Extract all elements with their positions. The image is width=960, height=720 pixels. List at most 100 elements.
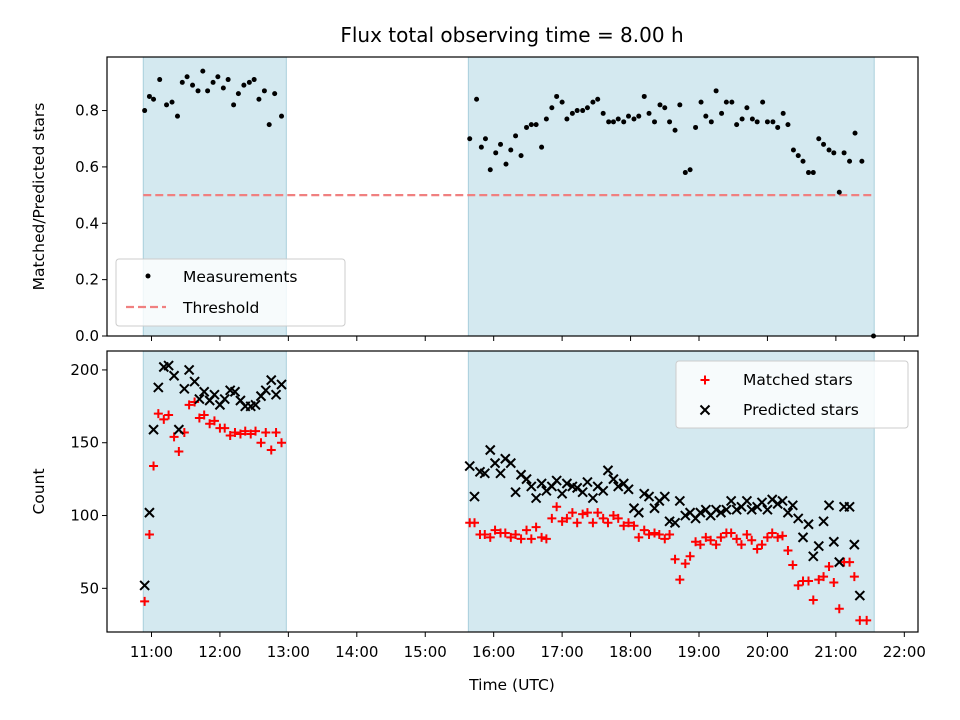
measurements-point bbox=[528, 122, 534, 128]
count-points bbox=[139, 360, 872, 625]
matched-stars-point bbox=[685, 551, 695, 561]
measurements-point bbox=[231, 102, 237, 108]
predicted-stars-point bbox=[530, 492, 542, 504]
predicted-stars-point bbox=[680, 510, 691, 521]
predicted-stars-point bbox=[828, 536, 840, 547]
measurements-point bbox=[780, 110, 786, 116]
predicted-stars-point bbox=[510, 487, 521, 498]
measurements-point bbox=[672, 127, 678, 133]
ratio-y-axis: 0.0 0.2 0.4 0.6 0.8 bbox=[75, 102, 107, 345]
measurements-point bbox=[261, 88, 267, 94]
measurements-point bbox=[667, 119, 673, 125]
matched-stars-point bbox=[541, 534, 551, 544]
measurements-point bbox=[518, 153, 524, 159]
predicted-stars-point bbox=[485, 444, 496, 456]
measurements-point bbox=[205, 88, 211, 94]
measurements-point bbox=[493, 150, 499, 156]
measurement-points bbox=[142, 68, 877, 339]
measurements-point bbox=[621, 119, 627, 125]
matched-stars-point bbox=[747, 535, 757, 545]
matched-stars-point bbox=[711, 540, 721, 550]
measurements-point bbox=[543, 116, 549, 122]
matched-stars-point bbox=[588, 518, 598, 528]
x-tick-label: 21:00 bbox=[814, 643, 857, 661]
measurements-point bbox=[482, 136, 488, 142]
measurements-point bbox=[564, 116, 570, 122]
predicted-stars-point bbox=[803, 519, 814, 530]
matched-stars-point bbox=[716, 532, 726, 542]
measurements-point bbox=[524, 124, 530, 130]
measurements-point bbox=[554, 93, 560, 99]
predicted-stars-point bbox=[813, 540, 824, 552]
measurements-point bbox=[174, 113, 180, 119]
measurements-point bbox=[179, 79, 185, 85]
measurements-point bbox=[590, 99, 596, 105]
predicted-stars-point bbox=[818, 516, 829, 527]
measurements-point bbox=[195, 88, 201, 94]
predicted-stars-point bbox=[270, 389, 282, 400]
measurements-point bbox=[631, 116, 637, 122]
matched-stars-point bbox=[506, 532, 516, 542]
x-tick-label: 12:00 bbox=[198, 643, 241, 661]
measurements-point bbox=[826, 147, 832, 153]
predicted-stars-point bbox=[639, 488, 650, 499]
measurements-point bbox=[235, 91, 241, 97]
matched-stars-point bbox=[205, 419, 215, 429]
matched-stars-point bbox=[194, 413, 204, 423]
measurements-point bbox=[190, 82, 196, 88]
count-y-axis: 50 100 150 200 bbox=[70, 361, 107, 597]
predicted-stars-point bbox=[772, 498, 783, 510]
measurements-point bbox=[584, 105, 590, 111]
matched-stars-point bbox=[485, 532, 495, 542]
matched-stars-point bbox=[140, 596, 150, 606]
measurements-point bbox=[800, 158, 806, 164]
measurements-point bbox=[859, 158, 865, 164]
measurements-point bbox=[574, 108, 580, 114]
count-legend-box bbox=[675, 360, 909, 429]
measurements-point bbox=[184, 74, 190, 80]
predicted-stars-point bbox=[526, 481, 537, 492]
matched-stars-point bbox=[552, 502, 562, 512]
matched-stars-point bbox=[516, 534, 526, 544]
legend-threshold-label: Threshold bbox=[182, 299, 259, 317]
x-tick-label: 20:00 bbox=[746, 643, 789, 661]
measurements-point bbox=[652, 119, 658, 125]
legend-measurements-label: Measurements bbox=[183, 268, 298, 286]
x-tick-label: 17:00 bbox=[541, 643, 584, 661]
measurements-point bbox=[749, 116, 755, 122]
measurements-point bbox=[677, 102, 683, 108]
predicted-stars-point bbox=[746, 504, 757, 515]
ratio-panel-frame bbox=[106, 56, 919, 337]
observing-window-band bbox=[467, 56, 875, 337]
observing-windows bbox=[142, 56, 875, 337]
predicted-stars-point bbox=[148, 424, 159, 435]
matched-stars-point bbox=[603, 518, 613, 528]
matched-stars-point bbox=[814, 575, 824, 585]
predicted-stars-point bbox=[721, 504, 732, 515]
measurements-point bbox=[157, 77, 163, 83]
matched-stars-point bbox=[788, 560, 798, 570]
time-x-axis: 11:00 12:00 13:00 14:00 15:00 16:00 17:00 18:00… bbox=[130, 632, 926, 661]
measurements-point bbox=[841, 150, 847, 156]
matched-stars-point bbox=[706, 535, 716, 545]
matched-stars-point bbox=[159, 414, 169, 424]
measurements-point bbox=[734, 122, 740, 128]
measurements-point bbox=[467, 136, 473, 142]
matched-stars-point bbox=[793, 580, 803, 590]
matched-stars-point bbox=[862, 615, 872, 625]
y-tick-label: 150 bbox=[70, 434, 99, 452]
predicted-stars-point bbox=[144, 507, 155, 518]
predicted-stars-point bbox=[464, 460, 475, 472]
predicted-stars-point bbox=[797, 532, 809, 543]
x-tick-label: 15:00 bbox=[404, 643, 447, 661]
measurements-point bbox=[569, 110, 575, 116]
measurements-point bbox=[615, 116, 621, 122]
matched-stars-point bbox=[819, 572, 829, 582]
measurements-point bbox=[513, 133, 519, 139]
matched-stars-point bbox=[691, 537, 701, 547]
matched-stars-point bbox=[834, 604, 844, 614]
matched-stars-point bbox=[537, 532, 547, 542]
predicted-stars-point bbox=[613, 481, 624, 492]
matched-stars-point bbox=[608, 511, 618, 521]
predicted-stars-point bbox=[731, 504, 742, 515]
